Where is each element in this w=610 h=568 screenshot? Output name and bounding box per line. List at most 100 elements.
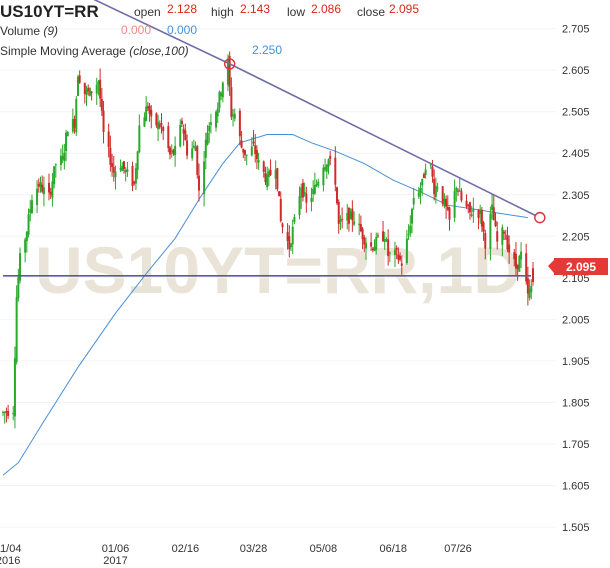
candle-body: [513, 252, 516, 260]
candle-body: [266, 174, 269, 188]
candle-body: [95, 84, 98, 94]
candle-body: [27, 214, 30, 235]
candle-body: [434, 185, 437, 197]
candle-body: [134, 168, 137, 184]
candle-body: [419, 187, 422, 193]
candle-body: [167, 126, 170, 149]
candle-body: [407, 234, 410, 236]
x-tick-sublabel: 2016: [0, 555, 20, 567]
candle-body: [37, 183, 40, 187]
sma-layer: [2, 134, 528, 476]
candle-body: [477, 210, 480, 218]
candle-body: [233, 113, 236, 119]
volume-label-row: Volume (9): [0, 24, 58, 38]
candle-body: [346, 212, 349, 221]
candle-body: [349, 211, 352, 219]
candle-body: [12, 412, 15, 415]
candle-body: [194, 147, 197, 152]
candle-body: [53, 166, 56, 184]
candle-body: [465, 200, 468, 207]
candle-body: [197, 175, 200, 191]
grid: [0, 28, 556, 528]
x-tick-label: 11/04: [0, 543, 21, 555]
candle-body: [405, 238, 408, 264]
trendline-anchor-marker[interactable]: [223, 58, 236, 70]
candle-body: [382, 231, 385, 242]
candle-body: [518, 255, 521, 272]
candle-body: [445, 198, 448, 207]
candle-body: [503, 231, 506, 234]
candle-body: [39, 182, 42, 188]
candle-body: [286, 231, 289, 241]
y-tick-label: 2.005: [562, 314, 590, 326]
candle-body: [36, 188, 39, 205]
candle-body: [63, 152, 66, 161]
candle-body: [126, 169, 129, 172]
candle-body: [479, 209, 482, 214]
candle-body: [162, 127, 165, 131]
candle-body: [409, 225, 412, 234]
candle-body: [312, 188, 315, 195]
candle-body: [411, 208, 414, 224]
y-tick-label: 1.705: [562, 439, 590, 451]
candle-body: [325, 165, 328, 172]
candle-body: [281, 223, 284, 228]
candle-body: [182, 128, 185, 134]
candle-body: [228, 55, 231, 87]
candle-body: [150, 109, 153, 117]
candle-body: [351, 208, 354, 221]
candle-body: [508, 244, 511, 253]
candle-body: [30, 200, 33, 213]
candle-body: [184, 130, 187, 141]
candle-body: [279, 199, 282, 221]
candle-body: [119, 167, 122, 170]
candle-body: [138, 125, 141, 152]
y-tick-label: 2.105: [562, 273, 590, 285]
candle-body: [492, 207, 495, 221]
candle-body: [453, 190, 456, 218]
candle-body: [230, 87, 233, 117]
candle-body: [358, 223, 361, 226]
x-tick-label: 05/08: [310, 543, 338, 555]
candle-body: [455, 187, 458, 191]
candle-body: [530, 285, 533, 293]
candle-body: [375, 236, 378, 250]
candle-body: [525, 253, 528, 282]
candle-body: [484, 233, 487, 249]
candle-body: [262, 161, 265, 172]
candle-body: [143, 117, 146, 127]
candle-body: [5, 411, 8, 413]
candle-body: [313, 184, 316, 194]
candle-body: [59, 155, 62, 165]
candle-body: [347, 207, 350, 224]
candle-body: [395, 247, 398, 250]
candle-body: [242, 148, 245, 153]
candle-body: [467, 205, 470, 207]
candle-body: [460, 191, 463, 201]
candle-body: [412, 198, 415, 205]
candle-body: [364, 242, 367, 249]
x-tick-label: 06/18: [379, 543, 407, 555]
trendline-anchor-marker[interactable]: [534, 211, 546, 224]
candle-body: [100, 98, 103, 111]
x-tick-sublabel: 2017: [103, 555, 127, 567]
candle-body: [446, 206, 449, 210]
candle-body: [2, 412, 4, 414]
candle-body: [240, 140, 243, 148]
candle-body: [204, 139, 207, 158]
candle-body: [301, 182, 304, 198]
candle-body: [85, 90, 88, 95]
candle-body: [274, 169, 277, 179]
candle-body: [7, 410, 10, 417]
candle-body: [73, 119, 76, 128]
volume-param: (9): [43, 24, 59, 38]
sma-param: (close,100): [129, 44, 189, 58]
x-tick-label: 07/26: [444, 543, 472, 555]
candle-body: [337, 201, 340, 224]
candle-body: [528, 288, 531, 298]
volume-value-1: 0.000: [121, 23, 152, 37]
candle-body: [393, 249, 396, 255]
y-tick-label: 2.205: [562, 231, 590, 243]
sma-label-row: Simple Moving Average (close,100): [0, 44, 189, 58]
